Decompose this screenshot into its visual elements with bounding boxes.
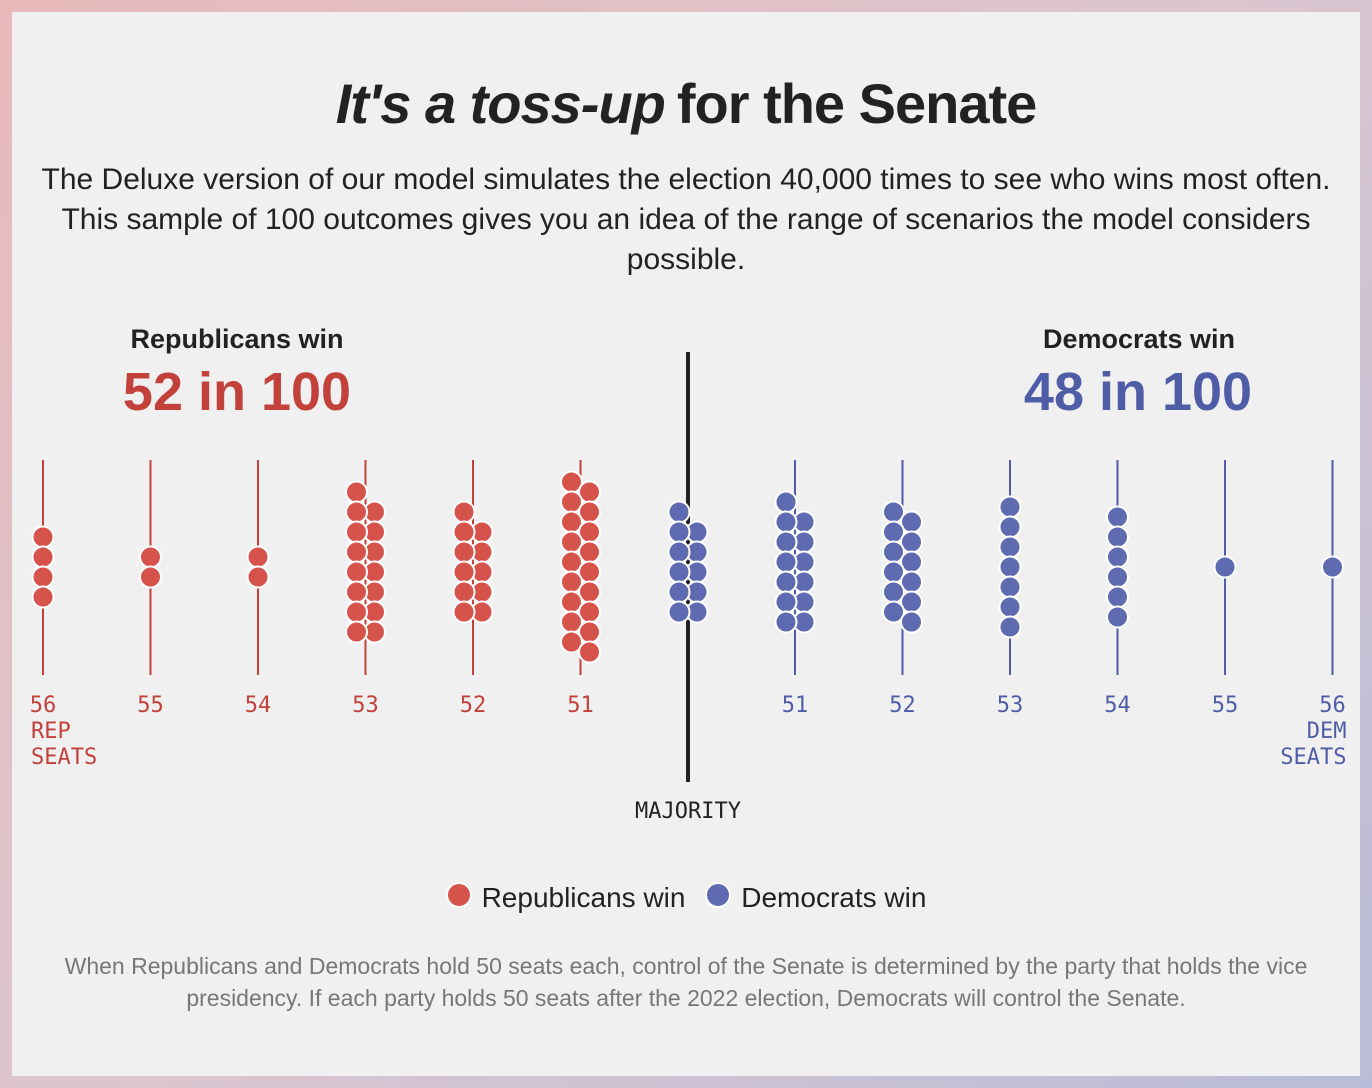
dem-seats-51-dot — [774, 550, 798, 574]
dem-seats-53-dot — [998, 535, 1022, 559]
dem-seats-51-dot — [774, 610, 798, 634]
majority-label: MAJORITY — [635, 799, 741, 824]
legend-item-rep: Republicans win — [445, 882, 686, 913]
rep-seats-56-dot — [31, 525, 55, 549]
dem-seats-53-dot — [998, 615, 1022, 639]
dem-seats-50-dot — [667, 520, 691, 544]
dem-seats-55-dot — [1213, 555, 1237, 579]
rep-seats-51-dot — [578, 640, 601, 664]
rep-seats-56-dot — [31, 545, 55, 569]
dem-seats-51-dot — [774, 530, 798, 554]
rep-seats-54-dot — [246, 545, 270, 569]
rep-seats-53-dot — [345, 600, 368, 624]
dem-seats-51-dot — [774, 570, 798, 594]
rep-seats-52-dot — [452, 560, 476, 584]
rep-seats-53-dot — [345, 580, 368, 604]
dem-seats-51-dot — [774, 490, 798, 514]
rep-seats-51-dot — [560, 630, 583, 654]
dem-seats-52-dot — [882, 600, 905, 624]
title-italic: It's a toss-up — [335, 72, 666, 135]
dem-axis-caption: SEATS — [1280, 745, 1346, 770]
rep-seats-53-dot — [345, 500, 368, 524]
rep-seats-52-dot — [452, 580, 476, 604]
dem-seats-52-dot — [900, 610, 923, 634]
legend-rep-dot — [445, 882, 472, 908]
dem-tick-label: 56 — [1319, 693, 1346, 718]
dem-seats-51-dot — [774, 510, 798, 534]
dem-seats-50-dot — [667, 560, 691, 584]
rep-win-label: Republicans win — [130, 324, 344, 354]
rep-seats-55-dot — [139, 545, 162, 569]
dem-seats-53-dot — [998, 495, 1022, 519]
dem-seats-54-dot — [1106, 525, 1129, 549]
dem-axis-caption: DEM — [1307, 719, 1347, 744]
dem-tick-label: 55 — [1212, 693, 1239, 718]
rep-seats-52-dot — [452, 540, 476, 564]
rep-seats-53-dot — [345, 620, 368, 644]
dem-seats-53-dot — [998, 575, 1022, 599]
dem-seats-54-dot — [1106, 545, 1129, 569]
rep-axis-caption: SEATS — [31, 745, 97, 770]
rep-seats-53-dot — [345, 540, 368, 564]
dem-seats-56-dot — [1321, 555, 1344, 579]
rep-seats-55-dot — [139, 565, 162, 589]
dem-seats-50-dot — [667, 500, 691, 524]
dem-seats-51-dot — [774, 590, 798, 614]
rep-tick-label: 51 — [567, 693, 594, 718]
legend-rep-label: Republicans win — [481, 882, 686, 913]
rep-tick-label: 54 — [245, 693, 272, 718]
dem-win-label: Democrats win — [1042, 324, 1236, 354]
rep-tick-label: 53 — [352, 693, 379, 718]
rep-seats-53-dot — [345, 520, 368, 544]
dem-seats-54-dot — [1106, 565, 1129, 589]
dem-seats-53-dot — [998, 595, 1022, 619]
rep-tick-label: 55 — [137, 693, 164, 718]
dem-seats-54-dot — [1106, 585, 1129, 609]
rep-seats-53-dot — [345, 560, 368, 584]
legend-dem-label: Democrats win — [741, 882, 927, 913]
dem-tick-label: 52 — [889, 693, 916, 718]
chart-subtitle: The Deluxe version of our model simulate… — [41, 163, 1331, 276]
rep-seats-53-dot — [345, 480, 368, 504]
rep-seats-56-dot — [31, 565, 55, 589]
rep-seats-52-dot — [452, 520, 476, 544]
rep-seats-54-dot — [246, 565, 270, 589]
rep-tick-label: 52 — [460, 693, 487, 718]
dem-seats-53-dot — [998, 555, 1022, 579]
rep-seats-56-dot — [31, 585, 55, 609]
rep-tick-label: 56 — [30, 693, 57, 718]
dem-seats-54-dot — [1106, 605, 1129, 629]
rep-seats-52-dot — [452, 600, 476, 624]
dem-seats-50-dot — [667, 580, 691, 604]
title-rest: for the Senate — [676, 72, 1037, 135]
dem-tick-label: 54 — [1104, 693, 1131, 718]
rep-win-value: 52 in 100 — [122, 362, 352, 422]
dem-win-value: 48 in 100 — [1023, 362, 1253, 422]
rep-axis-caption: REP — [31, 719, 71, 744]
legend-item-dem: Democrats win — [705, 882, 926, 913]
dem-tick-label: 51 — [782, 693, 809, 718]
chart-title: It's a toss-up for the Senate — [0, 66, 1372, 142]
dem-tick-label: 53 — [997, 693, 1024, 718]
dem-seats-54-dot — [1106, 505, 1129, 529]
dem-seats-50-dot — [667, 600, 691, 624]
footnote: When Republicans and Democrats hold 50 s… — [64, 953, 1308, 1011]
dem-seats-53-dot — [998, 515, 1022, 539]
rep-seats-52-dot — [452, 500, 476, 524]
legend: Republicans win Democrats win — [0, 882, 1372, 914]
dem-seats-50-dot — [667, 540, 691, 564]
legend-dem-dot — [705, 882, 732, 908]
